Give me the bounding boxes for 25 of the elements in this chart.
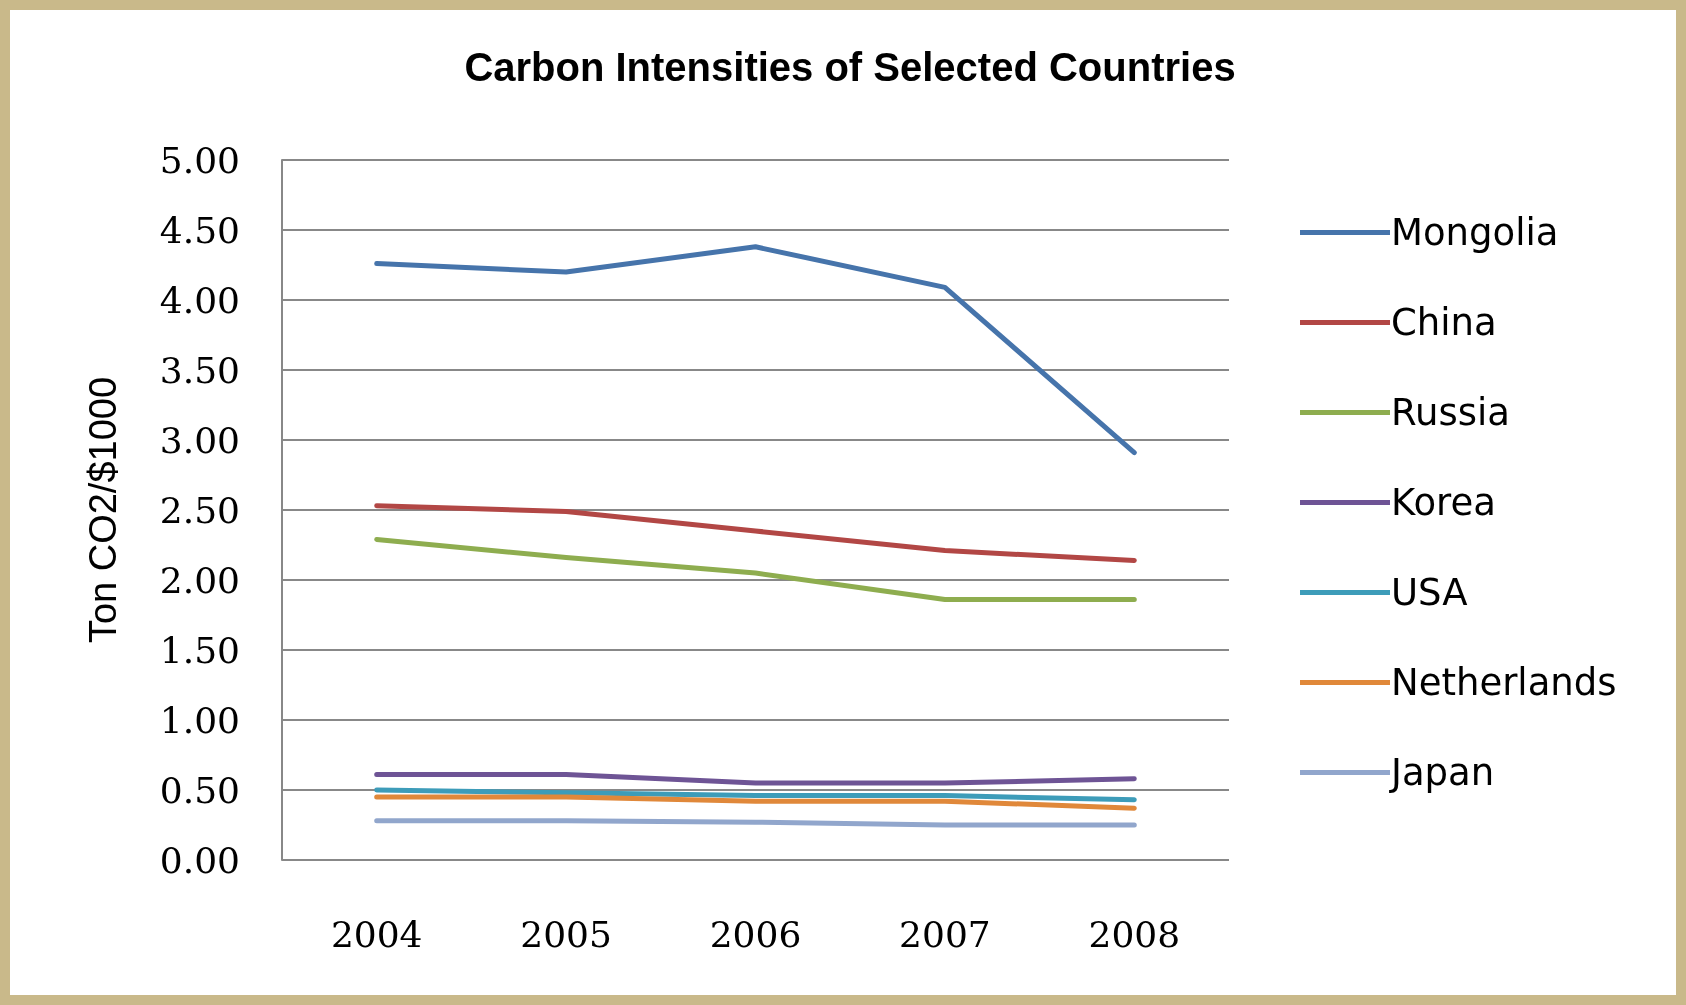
legend-label: Russia [1391,391,1511,434]
legend-label: Japan [1389,751,1495,794]
legend-label: Korea [1391,481,1496,524]
x-tick-label: 2008 [1088,913,1181,955]
y-tick-label: 1.50 [159,629,240,671]
y-tick-label: 3.00 [159,419,240,461]
y-tick-label: 1.00 [159,699,240,741]
y-tick-label: 2.00 [159,559,240,601]
y-tick-label: 4.00 [159,279,240,321]
y-axis-title: Ton CO2/$1000 [82,376,124,644]
legend-label: Mongolia [1391,211,1559,254]
legend-label: Netherlands [1391,661,1617,704]
legend-label: USA [1391,571,1468,614]
y-tick-label: 2.50 [159,489,240,531]
x-tick-label: 2007 [899,913,991,955]
y-tick-label: 4.50 [159,209,240,251]
x-tick-label: 2006 [709,913,802,955]
x-tick-label: 2005 [520,913,612,955]
legend-label: China [1391,301,1497,344]
x-tick-label: 2004 [330,913,423,955]
y-tick-label: 5.00 [159,139,240,181]
y-tick-label: 0.50 [159,769,240,811]
chart-title: Carbon Intensities of Selected Countries [464,45,1236,89]
y-tick-label: 3.50 [159,349,240,391]
y-tick-label: 0.00 [159,839,240,881]
